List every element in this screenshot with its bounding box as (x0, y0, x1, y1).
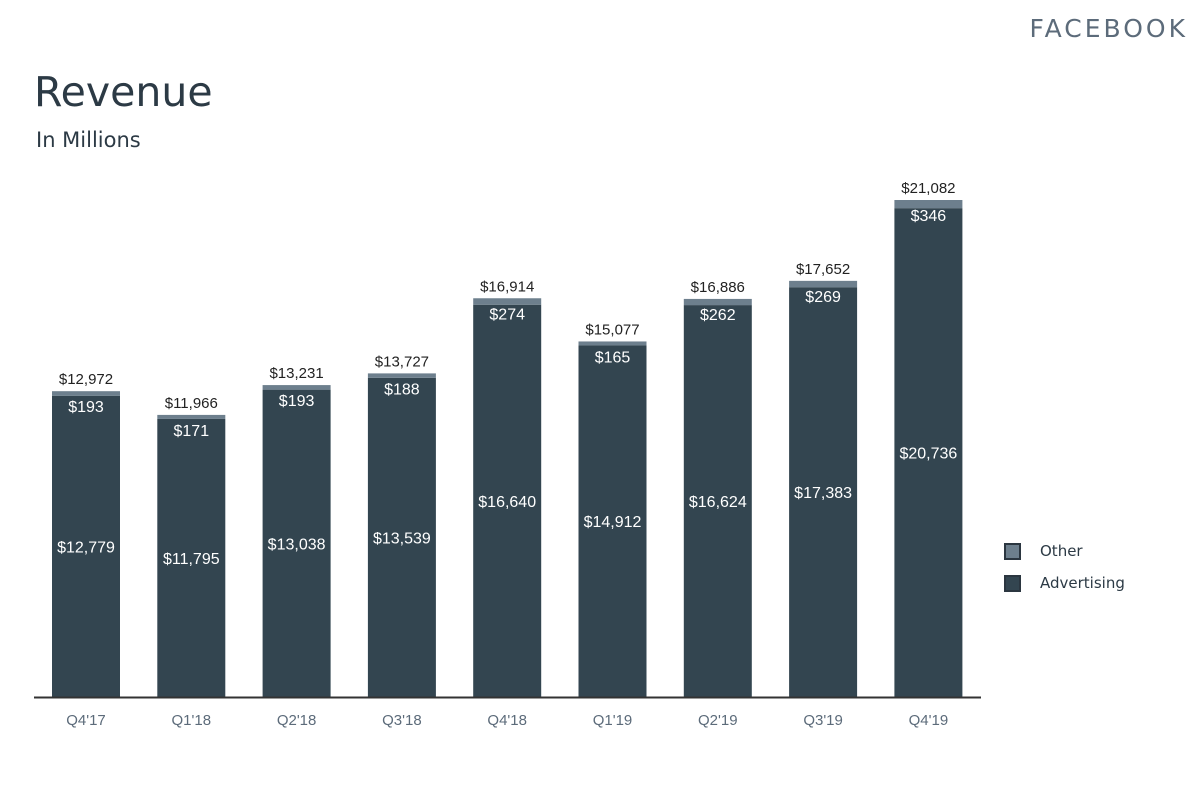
bar-advertising (683, 305, 752, 697)
label-other-value: $193 (279, 393, 315, 410)
label-total-value: $17,652 (796, 261, 850, 278)
label-total-value: $11,966 (165, 395, 218, 412)
legend-label-other: Other (1040, 542, 1083, 560)
bar-advertising (262, 389, 331, 697)
bar-other (683, 298, 752, 306)
label-total-value: $21,082 (901, 180, 955, 197)
bar-other (262, 385, 331, 390)
x-tick-label: Q2'19 (698, 712, 738, 729)
bar-advertising (789, 287, 858, 697)
bar-other (52, 391, 120, 396)
facebook-logo: FACEBOOK (1029, 14, 1188, 43)
label-advertising-value: $11,795 (163, 551, 220, 568)
label-advertising-value: $17,383 (794, 485, 852, 502)
label-advertising-value: $12,779 (57, 539, 115, 556)
label-total-value: $12,972 (59, 371, 113, 388)
label-advertising-value: $13,539 (373, 530, 431, 547)
bar-advertising (157, 418, 226, 697)
x-tick-label: Q2'18 (277, 712, 317, 729)
x-tick-label: Q4'19 (909, 712, 949, 729)
bar-other (473, 298, 542, 305)
bar-advertising (473, 304, 542, 697)
label-advertising-value: $16,624 (689, 494, 747, 511)
label-other-value: $171 (174, 423, 210, 440)
label-total-value: $16,914 (480, 278, 534, 295)
bar-other (578, 341, 647, 346)
legend-swatch-other (1004, 542, 1021, 560)
legend-swatch-advertising (1004, 574, 1021, 592)
chart-title: Revenue (34, 68, 213, 116)
bar-other (157, 414, 226, 419)
label-advertising-value: $16,640 (478, 494, 536, 511)
legend-label-advertising: Advertising (1040, 574, 1125, 592)
bar-advertising (52, 395, 120, 697)
x-tick-label: Q4'18 (487, 712, 527, 729)
label-total-value: $16,886 (691, 279, 745, 296)
bar-other (367, 373, 436, 378)
label-advertising-value: $13,038 (268, 536, 326, 553)
label-advertising-value: $20,736 (899, 446, 957, 463)
label-other-value: $165 (595, 349, 631, 366)
x-tick-label: Q3'19 (803, 712, 843, 729)
x-tick-label: Q3'18 (382, 712, 422, 729)
bar-other (894, 200, 963, 209)
label-other-value: $262 (700, 307, 736, 324)
bar-advertising (367, 377, 436, 697)
label-other-value: $188 (384, 381, 420, 398)
label-total-value: $13,727 (375, 353, 429, 370)
x-tick-label: Q4'17 (66, 712, 106, 729)
legend-item-advertising: Advertising (1004, 572, 1125, 594)
label-other-value: $193 (68, 399, 104, 416)
label-total-value: $13,231 (269, 365, 323, 382)
chart-subtitle: In Millions (36, 128, 141, 152)
label-other-value: $274 (489, 306, 525, 323)
bar-advertising (578, 345, 647, 697)
x-tick-label: Q1'19 (593, 712, 633, 729)
x-tick-label: Q1'18 (172, 712, 212, 729)
bar-other (789, 280, 858, 288)
chart-legend: Other Advertising (1004, 540, 1125, 604)
label-other-value: $269 (805, 289, 841, 306)
label-total-value: $15,077 (585, 321, 639, 338)
label-other-value: $346 (911, 208, 947, 225)
label-advertising-value: $14,912 (584, 514, 642, 531)
legend-item-other: Other (1004, 540, 1125, 562)
bar-advertising (894, 208, 963, 698)
